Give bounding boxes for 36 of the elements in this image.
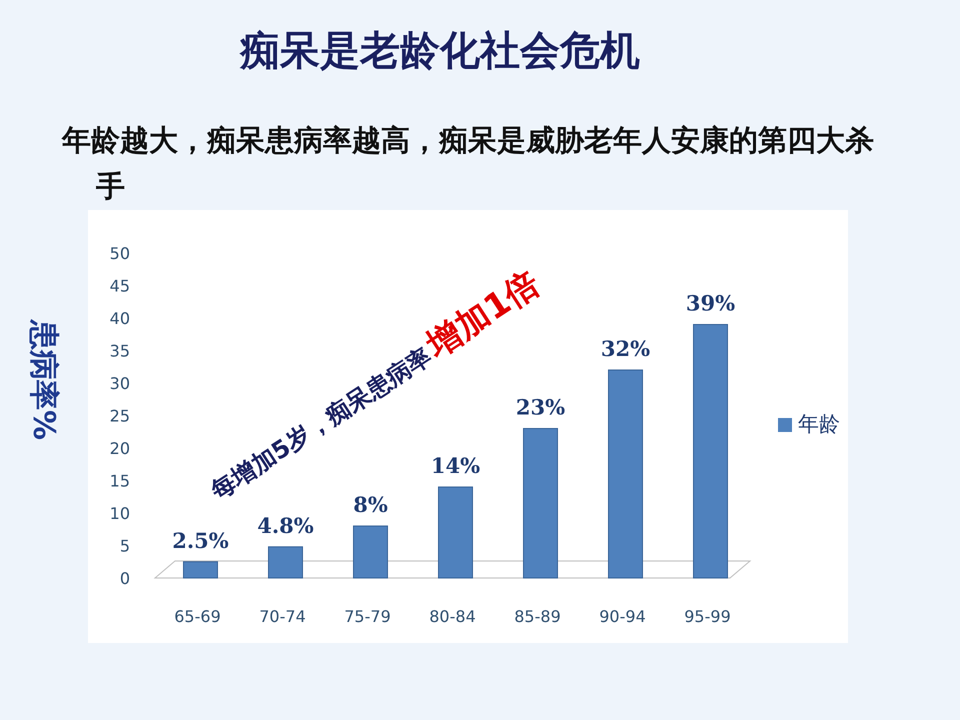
- y-tick-label: 0: [120, 569, 130, 588]
- data-label: 2.5%: [172, 528, 229, 553]
- data-label: 39%: [686, 290, 736, 316]
- data-label: 32%: [600, 336, 650, 361]
- x-tick-label: 85-89: [514, 607, 561, 626]
- bar: [268, 546, 303, 578]
- y-tick-label: 25: [110, 406, 130, 426]
- data-label: 23%: [516, 394, 566, 420]
- y-tick-label: 45: [110, 276, 130, 296]
- bar: [353, 526, 388, 578]
- data-label: 8%: [353, 492, 388, 517]
- y-axis-title: 患病率%: [26, 318, 61, 440]
- chart-subtitle: 年龄越大，痴呆患病率越高，痴呆是威胁老年人安康的第四大杀手: [61, 123, 874, 203]
- x-tick-label: 95-99: [684, 607, 731, 626]
- y-tick-label: 30: [110, 374, 130, 393]
- legend-label: 年龄: [798, 412, 840, 436]
- bar: [693, 324, 728, 578]
- bar: [183, 561, 218, 578]
- y-tick-label: 15: [110, 472, 130, 490]
- y-tick-label: 50: [110, 244, 130, 263]
- x-tick-label: 70-74: [259, 607, 306, 626]
- x-tick-label: 65-69: [174, 607, 221, 626]
- bar: [523, 428, 558, 578]
- x-tick-label: 75-79: [344, 607, 391, 626]
- data-label: 4.8%: [257, 512, 314, 538]
- y-tick-label: 20: [110, 439, 130, 458]
- data-label: 14%: [430, 453, 480, 478]
- y-tick-label: 5: [120, 536, 130, 556]
- chart-title: 痴呆是老龄化社会危机: [239, 28, 640, 74]
- y-tick-label: 40: [110, 309, 130, 328]
- x-tick-label: 90-94: [599, 607, 646, 626]
- x-tick-label: 80-84: [429, 607, 476, 626]
- bar: [438, 486, 473, 578]
- y-tick-label: 10: [110, 504, 130, 523]
- y-tick-label: 35: [110, 342, 130, 360]
- bar: [608, 370, 643, 578]
